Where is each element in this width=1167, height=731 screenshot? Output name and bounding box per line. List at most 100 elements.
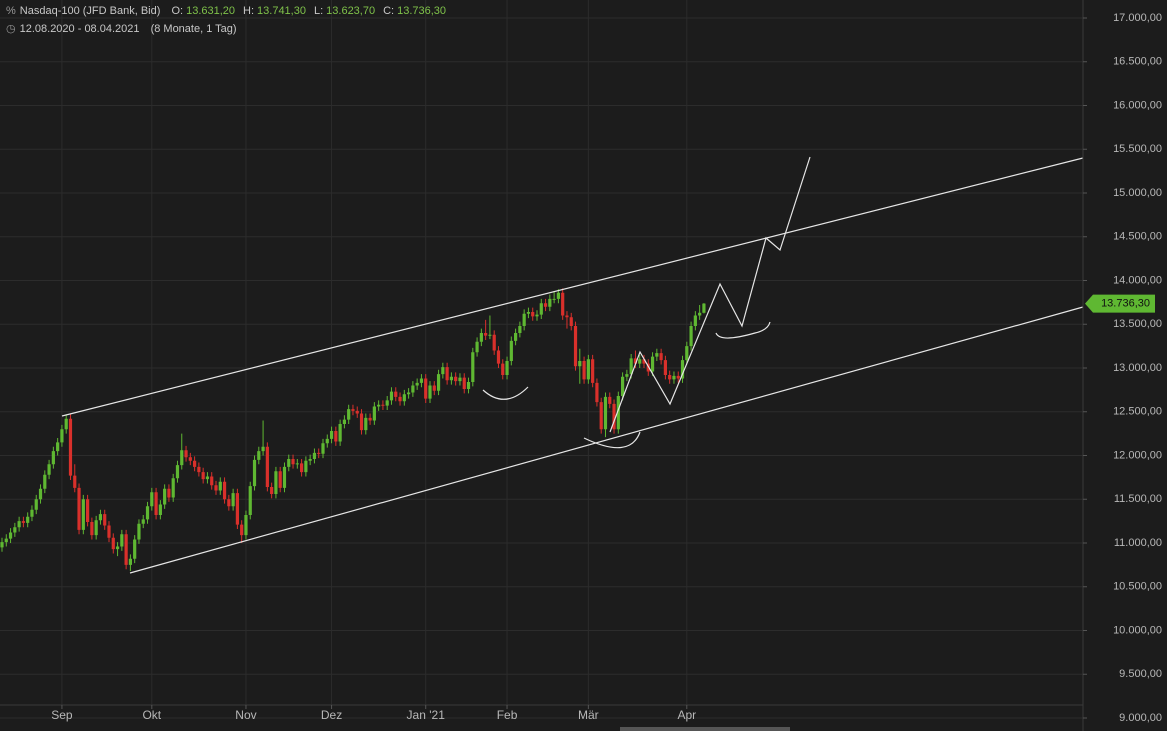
y-tick-label: 12.000,00 <box>1113 449 1162 461</box>
grid <box>0 0 1083 719</box>
candle-body <box>115 546 120 550</box>
y-tick-label: 11.000,00 <box>1114 537 1162 549</box>
candle-body <box>501 363 505 375</box>
candle-body <box>26 516 30 523</box>
candle-body <box>364 417 368 431</box>
ohlc-label: O: <box>171 5 184 17</box>
ohlc-value: 13.631,20 <box>186 5 236 17</box>
ohlc: O: 13.631,20 H: 13.741,30 L: 13.623,70 C: 13.73… <box>171 5 454 17</box>
range-line: ◷ 12.08.2020 - 08.04.2021 (8 Monate, 1 Ta… <box>6 22 237 35</box>
candle-body <box>633 358 638 364</box>
candle-body <box>205 476 210 480</box>
candle-body <box>599 402 603 430</box>
candle-body <box>231 493 235 507</box>
candle-body <box>424 378 428 399</box>
candle-body <box>128 558 132 565</box>
candle-body <box>398 396 402 402</box>
candle-body <box>321 443 325 454</box>
candle-body <box>291 459 295 465</box>
y-tick-label: 15.500,00 <box>1113 143 1162 155</box>
candle-body <box>68 418 73 476</box>
date-span: (8 Monate, 1 Tag) <box>150 23 237 35</box>
scrollbar[interactable] <box>620 727 790 731</box>
candle-body <box>17 521 21 528</box>
x-tick-label: Sep <box>51 708 73 722</box>
candle-body <box>539 303 543 315</box>
candle-body <box>184 450 188 458</box>
ohlc-label: H: <box>243 5 255 17</box>
candle-body <box>8 532 13 539</box>
icon: % <box>6 5 16 17</box>
candle-body <box>287 459 291 467</box>
candle-body <box>586 359 590 380</box>
candle-body <box>317 452 321 454</box>
candle-body <box>436 374 441 391</box>
candle-body <box>51 451 55 465</box>
candle-body <box>120 534 124 547</box>
candle-body <box>449 376 453 381</box>
y-tick-label: 9.000,00 <box>1119 712 1162 724</box>
drawings <box>61 156 1084 574</box>
x-tick-label: Dez <box>321 708 342 722</box>
candle-body <box>432 385 436 391</box>
candle-body <box>167 488 171 498</box>
candle-body <box>261 446 265 452</box>
x-tick-label: Feb <box>497 708 518 722</box>
candle-body <box>201 472 205 480</box>
last-price-tag <box>1085 294 1155 313</box>
lower-channel-line <box>129 306 1084 574</box>
candle-body <box>676 375 680 379</box>
candle-body <box>672 375 676 380</box>
candle-body <box>47 464 51 475</box>
candle-body <box>552 298 556 300</box>
candle-body <box>368 417 372 421</box>
candle-body <box>659 353 663 361</box>
candle-body <box>329 431 334 439</box>
candle-body <box>197 466 201 473</box>
candle-body <box>466 382 471 389</box>
candle-body <box>693 315 697 326</box>
candle-body <box>158 504 162 515</box>
candle-body <box>98 514 103 521</box>
candle-body <box>133 539 137 559</box>
candle-body <box>492 334 496 351</box>
candle-body <box>141 519 145 524</box>
candle-body <box>111 537 115 550</box>
candle-body <box>646 363 650 372</box>
candle-body <box>535 314 539 317</box>
candle-body <box>359 413 364 431</box>
y-tick-label: 17.000,00 <box>1113 12 1162 24</box>
candle-body <box>381 404 385 406</box>
projection-zigzag <box>609 156 811 433</box>
candle-body <box>556 292 560 299</box>
candle-body <box>107 525 111 538</box>
header-line: % Nasdaq-100 (JFD Bank, Bid) O: 13.631,20 H… <box>6 5 454 17</box>
date-range: 12.08.2020 - 08.04.2021 <box>19 23 140 35</box>
candle-body <box>642 359 646 364</box>
ohlc-label: C: <box>383 5 395 17</box>
candle-body <box>150 492 154 507</box>
y-tick-label: 12.500,00 <box>1113 406 1162 418</box>
candle-body <box>428 385 432 399</box>
y-tick-label: 14.500,00 <box>1113 231 1162 243</box>
candle-body <box>235 493 239 525</box>
candle-body <box>175 465 180 479</box>
candle-body <box>334 431 338 442</box>
candle-body <box>526 312 531 314</box>
candle-body <box>227 499 231 507</box>
candle-body <box>505 361 509 375</box>
arc-annotation <box>482 386 529 400</box>
candle-body <box>308 459 312 461</box>
candle-body <box>248 486 252 515</box>
candle-body <box>565 315 569 318</box>
candle-body <box>60 429 64 443</box>
arc-annotation <box>583 431 641 449</box>
candle-body <box>64 418 68 430</box>
candle-body <box>458 377 462 382</box>
candle-body <box>698 312 702 316</box>
candle-body <box>56 442 60 452</box>
candle-body <box>591 359 595 383</box>
upper-channel-line <box>61 157 1084 417</box>
candle-body <box>145 506 150 520</box>
